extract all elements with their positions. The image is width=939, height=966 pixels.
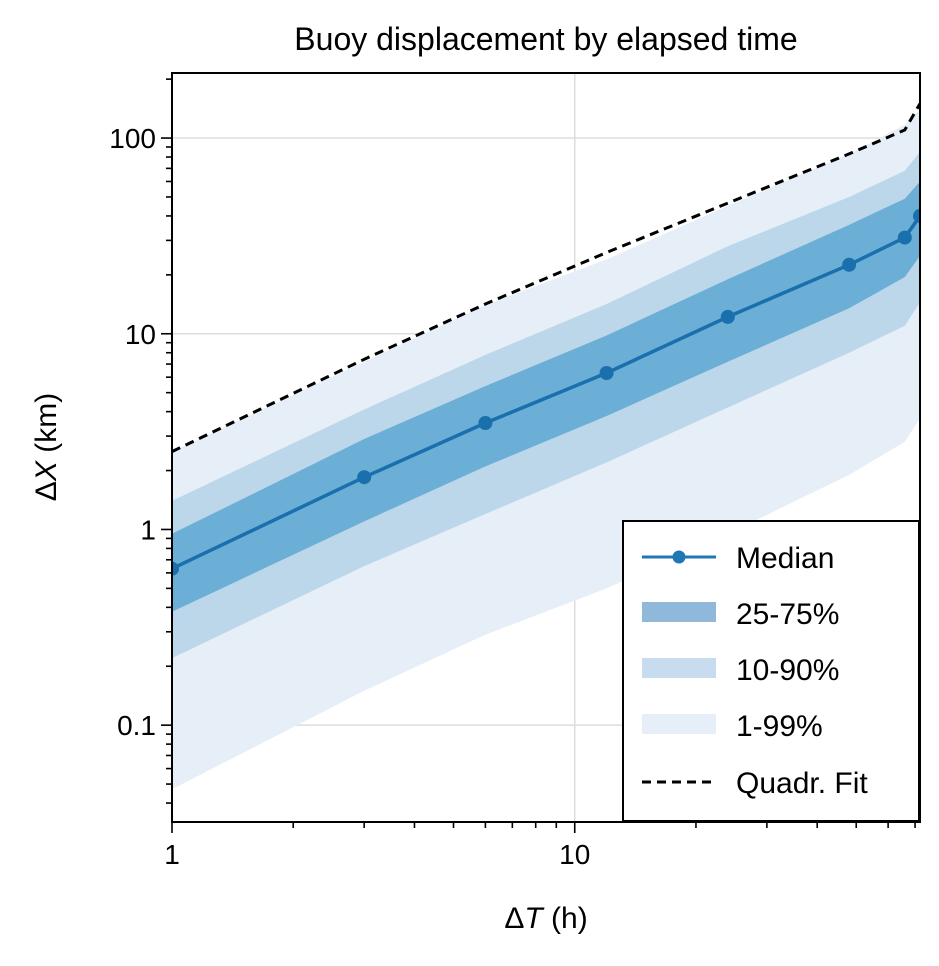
median-point — [357, 470, 372, 485]
quadr-fit-line — [172, 102, 920, 453]
x-tick-label: 10 — [559, 839, 590, 870]
median-point — [913, 208, 920, 223]
legend: Median 25-75% 10-90% 1-99% Quadr. Fit — [622, 520, 920, 822]
y-tick-label: 0.1 — [117, 710, 156, 741]
y-axis-label: ΔX (km) — [30, 393, 63, 501]
y-tick-label: 100 — [109, 123, 156, 154]
median-point — [897, 230, 912, 245]
legend-median-marker — [672, 550, 686, 564]
chart-title: Buoy displacement by elapsed time — [294, 21, 797, 57]
y-tick-label: 1 — [140, 514, 156, 545]
median-point — [599, 366, 614, 380]
data-lines — [172, 102, 920, 576]
legend-label-10-90: 10-90% — [736, 654, 839, 687]
y-tick-label: 10 — [125, 319, 156, 350]
x-tick-label: 1 — [164, 839, 180, 870]
legend-swatch-10-90 — [642, 658, 716, 678]
legend-swatch-25-75 — [642, 602, 716, 622]
legend-label-median: Median — [736, 542, 834, 575]
legend-label-1-99: 1-99% — [736, 710, 823, 743]
plot-frame — [171, 72, 921, 823]
x-axis-label: ΔT (h) — [504, 902, 587, 935]
median-line — [172, 214, 920, 571]
legend-label-25-75: 25-75% — [736, 598, 839, 631]
median-point — [478, 416, 493, 430]
median-point — [842, 257, 857, 272]
legend-label-quadr-fit: Quadr. Fit — [736, 767, 868, 800]
median-point — [172, 561, 179, 576]
axis-ticks: 1 10 0.1 1 10 100 — [109, 78, 916, 870]
legend-swatch-1-99 — [642, 714, 716, 734]
median-point — [720, 309, 735, 324]
